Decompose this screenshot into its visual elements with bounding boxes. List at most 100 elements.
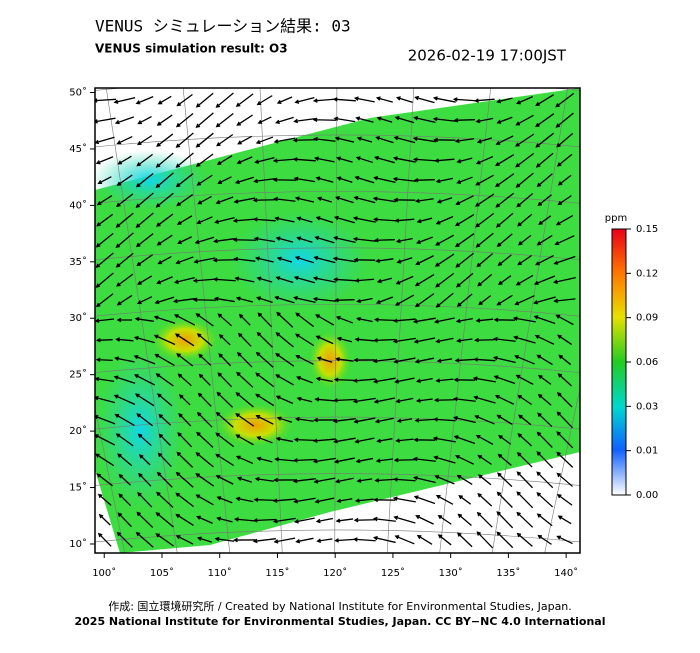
wind-arrow xyxy=(517,234,532,246)
wind-arrow xyxy=(475,174,494,186)
wind-arrow xyxy=(435,378,454,383)
meridian xyxy=(491,88,568,553)
wind-arrow xyxy=(158,413,172,426)
wind-arrow xyxy=(496,294,513,306)
wind-arrow xyxy=(114,356,135,363)
wind-arrow xyxy=(453,377,476,383)
wind-arrow xyxy=(455,454,475,465)
wind-arrow xyxy=(274,216,295,223)
wind-arrow xyxy=(95,98,117,103)
wind-arrow xyxy=(256,331,273,348)
wind-arrow xyxy=(95,117,116,124)
wind-arrow xyxy=(454,138,474,144)
wind-arrow xyxy=(474,337,495,343)
wind-arrow xyxy=(496,97,513,104)
wind-arrow xyxy=(195,132,214,148)
wind-arrow xyxy=(175,152,194,168)
wind-arrow xyxy=(155,533,174,547)
wind-arrow xyxy=(495,135,514,145)
wind-arrow xyxy=(276,96,293,104)
wind-arrow xyxy=(496,491,513,508)
wind-arrow xyxy=(96,194,113,206)
colorbar-label: 0.15 xyxy=(636,224,658,235)
wind-arrow xyxy=(498,434,512,445)
wind-arrow xyxy=(294,196,315,203)
wind-arrow xyxy=(395,397,414,404)
wind-arrow xyxy=(256,95,273,106)
wind-arrow xyxy=(557,515,572,525)
wind-arrow xyxy=(416,535,433,545)
wind-arrow xyxy=(557,174,572,186)
wind-arrow xyxy=(257,312,273,328)
wind-arrow xyxy=(515,133,535,147)
wind-arrow xyxy=(336,336,353,343)
wind-arrow xyxy=(256,436,273,444)
parallel xyxy=(95,529,580,543)
wind-arrow xyxy=(496,531,514,549)
wind-arrow xyxy=(456,293,473,307)
wind-arrow xyxy=(255,136,274,145)
wind-arrow xyxy=(232,237,256,243)
wind-arrow xyxy=(214,216,235,224)
wind-arrow xyxy=(376,277,393,284)
wind-arrow xyxy=(352,378,376,383)
wind-arrow xyxy=(536,173,553,188)
wind-arrow xyxy=(117,453,133,467)
wind-arrow xyxy=(374,478,395,483)
wind-arrow xyxy=(195,153,214,167)
wind-arrow xyxy=(517,213,533,227)
wind-arrow xyxy=(293,117,316,124)
wind-arrow xyxy=(137,115,152,125)
wind-arrow xyxy=(395,438,414,443)
wind-arrow xyxy=(235,392,254,408)
wind-arrow xyxy=(275,332,294,348)
wind-arrow xyxy=(356,478,373,483)
wind-arrow xyxy=(352,397,376,404)
map-frame xyxy=(94,87,581,554)
wind-arrow xyxy=(96,473,113,487)
wind-arrow xyxy=(436,197,453,204)
wind-arrow xyxy=(254,256,274,263)
wind-arrow xyxy=(195,313,214,327)
wind-arrow xyxy=(95,232,114,248)
wind-arrow xyxy=(276,256,293,263)
wind-arrow xyxy=(374,155,395,164)
wind-arrow xyxy=(315,517,333,524)
parallel xyxy=(95,247,580,261)
wind-arrow xyxy=(195,473,215,487)
wind-arrow xyxy=(316,356,333,363)
wind-arrow xyxy=(537,374,552,385)
wind-arrow xyxy=(514,295,535,306)
wind-arrow xyxy=(198,373,211,386)
wind-arrow xyxy=(177,236,192,245)
wind-arrow xyxy=(434,317,455,324)
y-tick-label: 35˚ xyxy=(69,256,87,268)
wind-arrow xyxy=(535,132,555,148)
wind-arrow xyxy=(414,95,435,104)
wind-arrow xyxy=(133,355,156,365)
wind-arrow xyxy=(155,172,174,188)
x-tick-label: 120˚ xyxy=(323,567,347,579)
wind-arrow xyxy=(396,418,413,423)
wind-arrow xyxy=(352,537,376,542)
wind-arrow xyxy=(517,433,533,447)
wind-arrow xyxy=(133,335,155,344)
wind-arrow xyxy=(195,92,214,108)
wind-arrow xyxy=(295,537,314,544)
wind-arrow xyxy=(375,258,394,264)
wind-arrow xyxy=(216,516,233,523)
wind-arrow xyxy=(256,456,273,463)
wind-arrow xyxy=(196,333,213,347)
wind-arrow xyxy=(312,117,337,123)
wind-arrow xyxy=(434,475,455,485)
colorbar-unit: ppm xyxy=(605,213,627,224)
wind-arrow xyxy=(476,253,494,268)
wind-arrow xyxy=(156,491,174,508)
meridian xyxy=(182,88,231,553)
wind-arrow xyxy=(373,217,396,222)
wind-arrow xyxy=(275,436,294,443)
parallel xyxy=(95,88,580,91)
wind-arrow xyxy=(517,254,532,266)
wind-arrow xyxy=(273,537,296,544)
wind-arrow xyxy=(373,176,396,184)
